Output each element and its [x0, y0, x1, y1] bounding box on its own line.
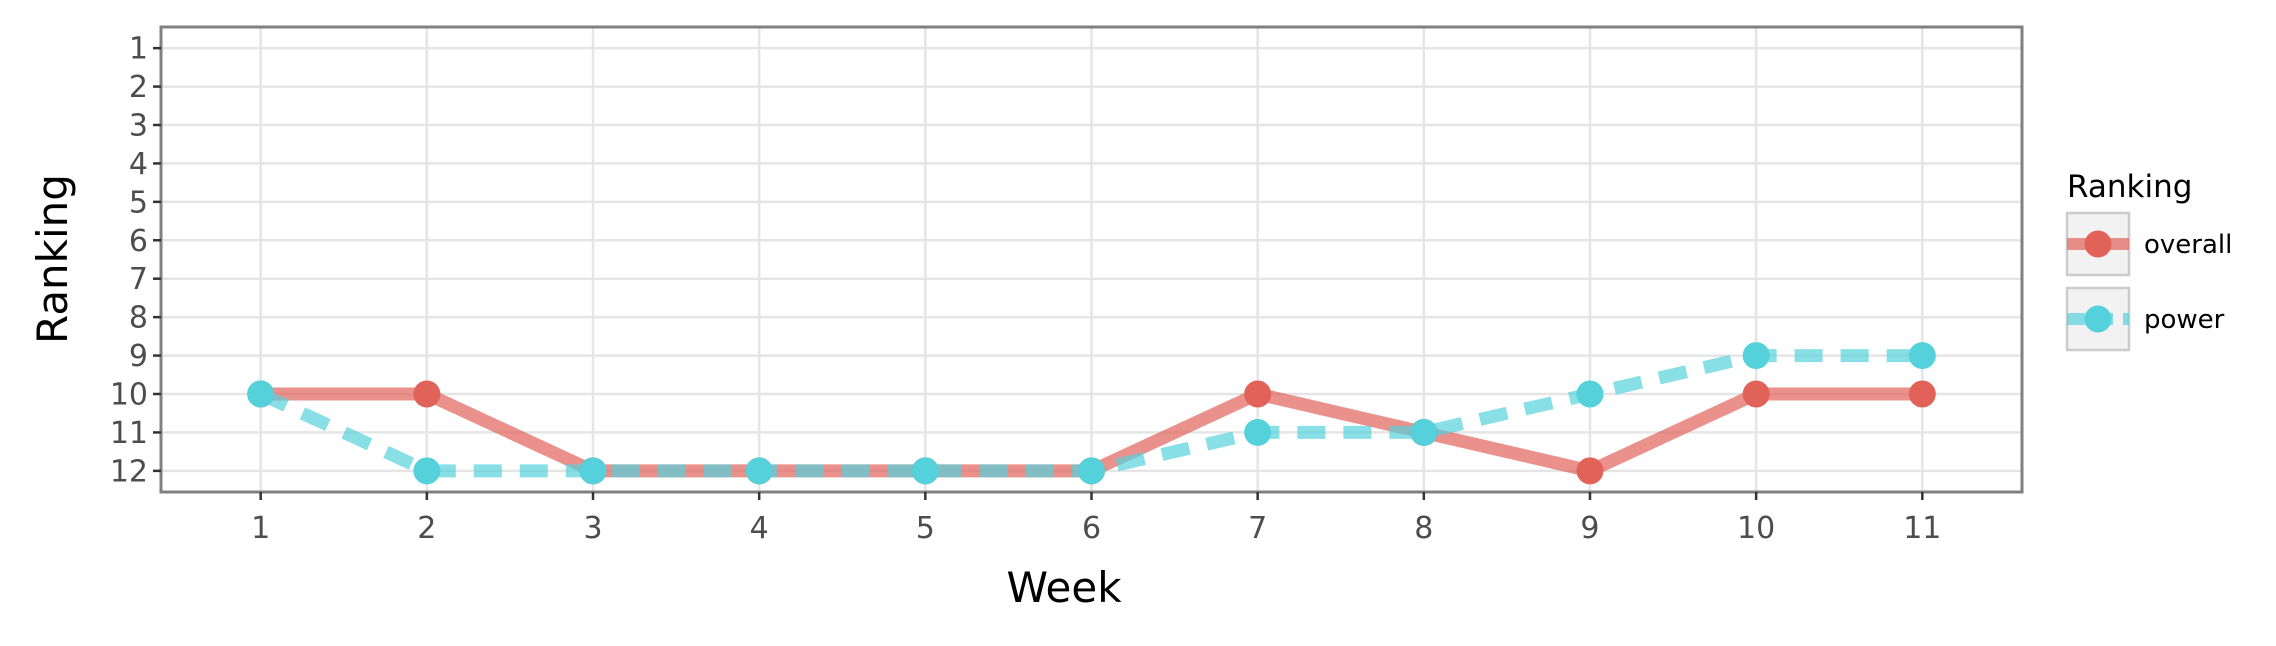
data-point-power — [1410, 418, 1438, 446]
y-tick-label: 12 — [110, 454, 148, 489]
y-tick-label: 11 — [110, 416, 148, 451]
x-tick-label: 3 — [583, 511, 602, 546]
legend-title: Ranking — [2067, 169, 2192, 205]
data-point-power — [1244, 418, 1272, 446]
legend-items: overall power — [2065, 211, 2232, 352]
legend-marker-overall — [2084, 230, 2112, 258]
y-axis-title: Ranking — [28, 174, 77, 344]
y-tick-label: 5 — [129, 185, 148, 220]
y-tick-label: 7 — [129, 262, 148, 297]
x-tick-label: 11 — [1903, 511, 1941, 546]
data-point-overall — [1742, 380, 1770, 408]
data-point-overall — [413, 380, 441, 408]
legend: Ranking overall power — [2065, 169, 2232, 352]
x-tick-label: 4 — [750, 511, 769, 546]
y-tick-label: 6 — [129, 224, 148, 259]
data-point-overall — [1908, 380, 1936, 408]
data-point-power — [1742, 342, 1770, 370]
data-point-power — [247, 380, 275, 408]
grid — [161, 27, 2022, 492]
y-tick-label: 8 — [129, 301, 148, 336]
series — [247, 342, 1936, 485]
x-tick-label: 8 — [1414, 511, 1433, 546]
data-point-overall — [1576, 457, 1604, 485]
x-tick-label: 6 — [1082, 511, 1101, 546]
data-point-power — [413, 457, 441, 485]
x-tick-label: 1 — [251, 511, 270, 546]
data-point-power — [745, 457, 773, 485]
data-point-power — [579, 457, 607, 485]
x-tick-label: 7 — [1248, 511, 1267, 546]
legend-marker-power — [2084, 305, 2112, 333]
y-tick-label: 4 — [129, 147, 148, 182]
data-point-power — [911, 457, 939, 485]
x-axis-title: Week — [1006, 563, 1122, 612]
x-tick-label: 5 — [916, 511, 935, 546]
y-tick-label: 1 — [129, 32, 148, 67]
x-tick-label: 2 — [417, 511, 436, 546]
legend-label-power: power — [2144, 305, 2225, 335]
y-tick-label: 9 — [129, 339, 148, 374]
y-tick-label: 3 — [129, 108, 148, 143]
legend-label-overall: overall — [2144, 230, 2232, 260]
x-tick-label: 10 — [1737, 511, 1775, 546]
y-tick-label: 10 — [110, 378, 148, 413]
data-point-power — [1078, 457, 1105, 485]
data-point-overall — [1244, 380, 1272, 408]
data-point-power — [1576, 380, 1604, 408]
y-tick-label: 2 — [129, 70, 148, 105]
x-tick-label: 9 — [1580, 511, 1599, 546]
data-point-power — [1908, 342, 1936, 370]
